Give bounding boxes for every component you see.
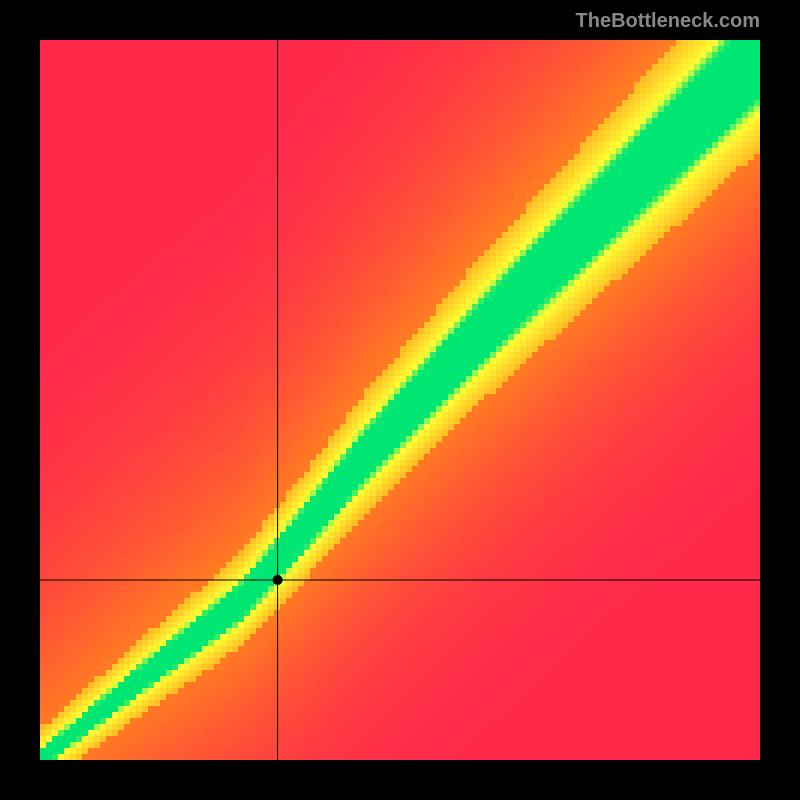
watermark-text: TheBottleneck.com bbox=[576, 10, 760, 33]
heatmap-canvas bbox=[40, 40, 760, 760]
heatmap-chart bbox=[40, 40, 760, 760]
